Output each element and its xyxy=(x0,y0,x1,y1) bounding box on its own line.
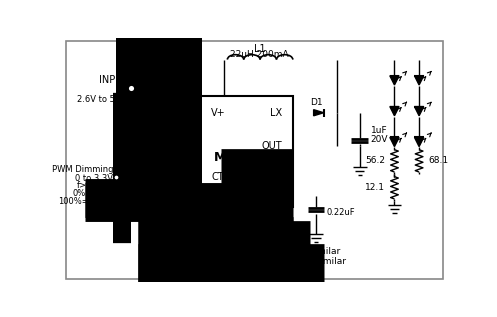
Text: 6.3V: 6.3V xyxy=(139,134,160,143)
Text: 22uH 200mA: 22uH 200mA xyxy=(231,50,289,60)
Polygon shape xyxy=(390,76,399,85)
Text: L1 = Murata LQH3C220K34 or similar: L1 = Murata LQH3C220K34 or similar xyxy=(171,247,340,256)
Text: OUT: OUT xyxy=(261,141,282,151)
Text: 20V: 20V xyxy=(371,135,388,144)
Polygon shape xyxy=(390,107,399,116)
Text: PWM Dimming: PWM Dimming xyxy=(52,165,113,174)
Polygon shape xyxy=(390,137,399,146)
Text: 100%=20mA: 100%=20mA xyxy=(58,197,113,206)
Text: D1: D1 xyxy=(311,98,323,107)
Text: LX: LX xyxy=(270,108,282,118)
Text: 12.1: 12.1 xyxy=(365,183,385,192)
Text: 0 to 3.3V: 0 to 3.3V xyxy=(76,174,113,183)
Text: L1: L1 xyxy=(254,44,265,54)
Text: MAX1848: MAX1848 xyxy=(213,151,280,164)
Text: 0.1uF: 0.1uF xyxy=(119,181,143,191)
Text: 5K: 5K xyxy=(131,164,142,173)
Text: CS: CS xyxy=(269,171,282,182)
Text: 3.3uF: 3.3uF xyxy=(134,126,160,135)
Text: 56.2: 56.2 xyxy=(365,156,385,165)
Bar xyxy=(200,96,293,207)
Polygon shape xyxy=(414,137,424,146)
Text: CTRL: CTRL xyxy=(211,171,236,182)
Text: D1 = Central Semi CMDSH2-3 or similar: D1 = Central Semi CMDSH2-3 or similar xyxy=(166,257,346,266)
Text: 68.1: 68.1 xyxy=(428,156,448,165)
Text: V+: V+ xyxy=(211,108,226,118)
Text: 0%=shdn: 0%=shdn xyxy=(73,189,113,198)
Text: GND: GND xyxy=(211,195,233,205)
Text: 1uF: 1uF xyxy=(371,126,387,135)
Polygon shape xyxy=(414,76,424,85)
Text: COMP: COMP xyxy=(253,191,282,201)
Text: 2.6V to 5.5V: 2.6V to 5.5V xyxy=(77,95,128,104)
Text: PGND: PGND xyxy=(255,195,284,205)
Polygon shape xyxy=(414,107,424,116)
Text: f>15KHz: f>15KHz xyxy=(77,181,113,191)
Text: 0.22uF: 0.22uF xyxy=(327,208,355,217)
Polygon shape xyxy=(314,110,324,116)
Text: INPUT: INPUT xyxy=(99,75,128,85)
